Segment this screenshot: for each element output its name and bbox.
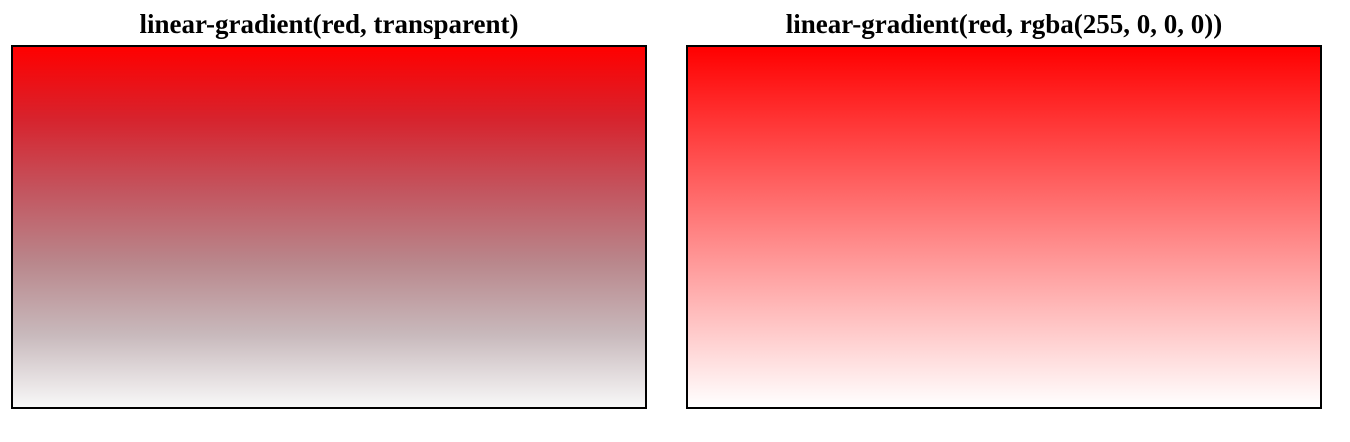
gradient-panel-transparent: linear-gradient(red, transparent) [11,6,647,409]
gradient-swatch [686,45,1322,409]
panel-title: linear-gradient(red, rgba(255, 0, 0, 0)) [785,9,1223,39]
gradient-panel-rgba: linear-gradient(red, rgba(255, 0, 0, 0)) [686,6,1322,409]
panel-title: linear-gradient(red, transparent) [139,9,519,39]
gradient-swatch [11,45,647,409]
